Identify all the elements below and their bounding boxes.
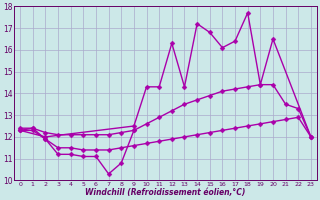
X-axis label: Windchill (Refroidissement éolien,°C): Windchill (Refroidissement éolien,°C) [85, 188, 246, 197]
